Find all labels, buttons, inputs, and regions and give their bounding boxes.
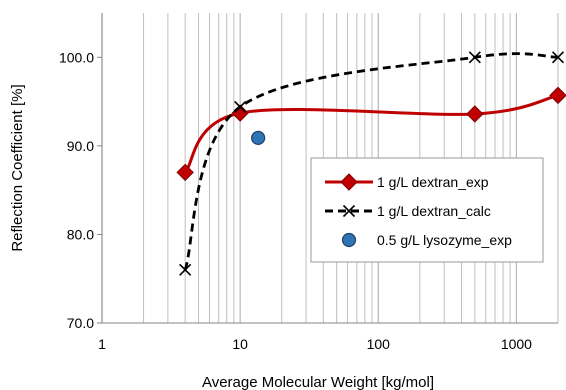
y-tick-label: 70.0 xyxy=(67,315,94,331)
data-point xyxy=(549,86,566,105)
series-3 xyxy=(251,130,266,145)
legend-label: 0.5 g/L lysozyme_exp xyxy=(377,232,512,248)
x-tick-label: 100 xyxy=(367,336,391,352)
x-tick-label: 10 xyxy=(232,336,248,352)
legend: 1 g/L dextran_exp 1 g/L dextran_calc 0.5 g… xyxy=(310,157,544,263)
legend-item: 1 g/L dextran_calc xyxy=(325,203,491,219)
legend-marker xyxy=(342,204,356,218)
data-point xyxy=(179,263,192,276)
axes xyxy=(97,13,558,324)
x-tick-label: 1 xyxy=(98,336,106,352)
data-point xyxy=(176,163,194,182)
data-point xyxy=(466,105,484,123)
y-axis-label: Reflection Coefficient [%] xyxy=(9,84,26,251)
series-2 xyxy=(179,51,565,276)
y-tick-label: 100.0 xyxy=(59,49,94,65)
legend-label: 1 g/L dextran_exp xyxy=(377,174,489,190)
data-point xyxy=(551,51,565,64)
legend-label: 1 g/L dextran_calc xyxy=(377,203,491,219)
tick-labels: 70.0 80.0 90.0 100.0 1 10 100 1000 xyxy=(59,49,532,352)
series-line xyxy=(183,52,559,271)
data-point xyxy=(251,130,266,145)
legend-item: 0.5 g/L lysozyme_exp xyxy=(341,232,512,248)
legend-item: 1 g/L dextran_exp xyxy=(325,173,489,191)
legend-marker xyxy=(341,232,357,248)
data-point xyxy=(234,100,247,113)
series-layer xyxy=(176,51,566,276)
x-tick-label: 1000 xyxy=(501,336,532,352)
y-tick-label: 80.0 xyxy=(67,226,94,242)
y-tick-label: 90.0 xyxy=(67,138,94,154)
legend-marker xyxy=(340,173,358,191)
data-point xyxy=(468,51,481,64)
series-line xyxy=(183,93,559,174)
x-axis-label: Average Molecular Weight [kg/mol] xyxy=(202,374,434,390)
